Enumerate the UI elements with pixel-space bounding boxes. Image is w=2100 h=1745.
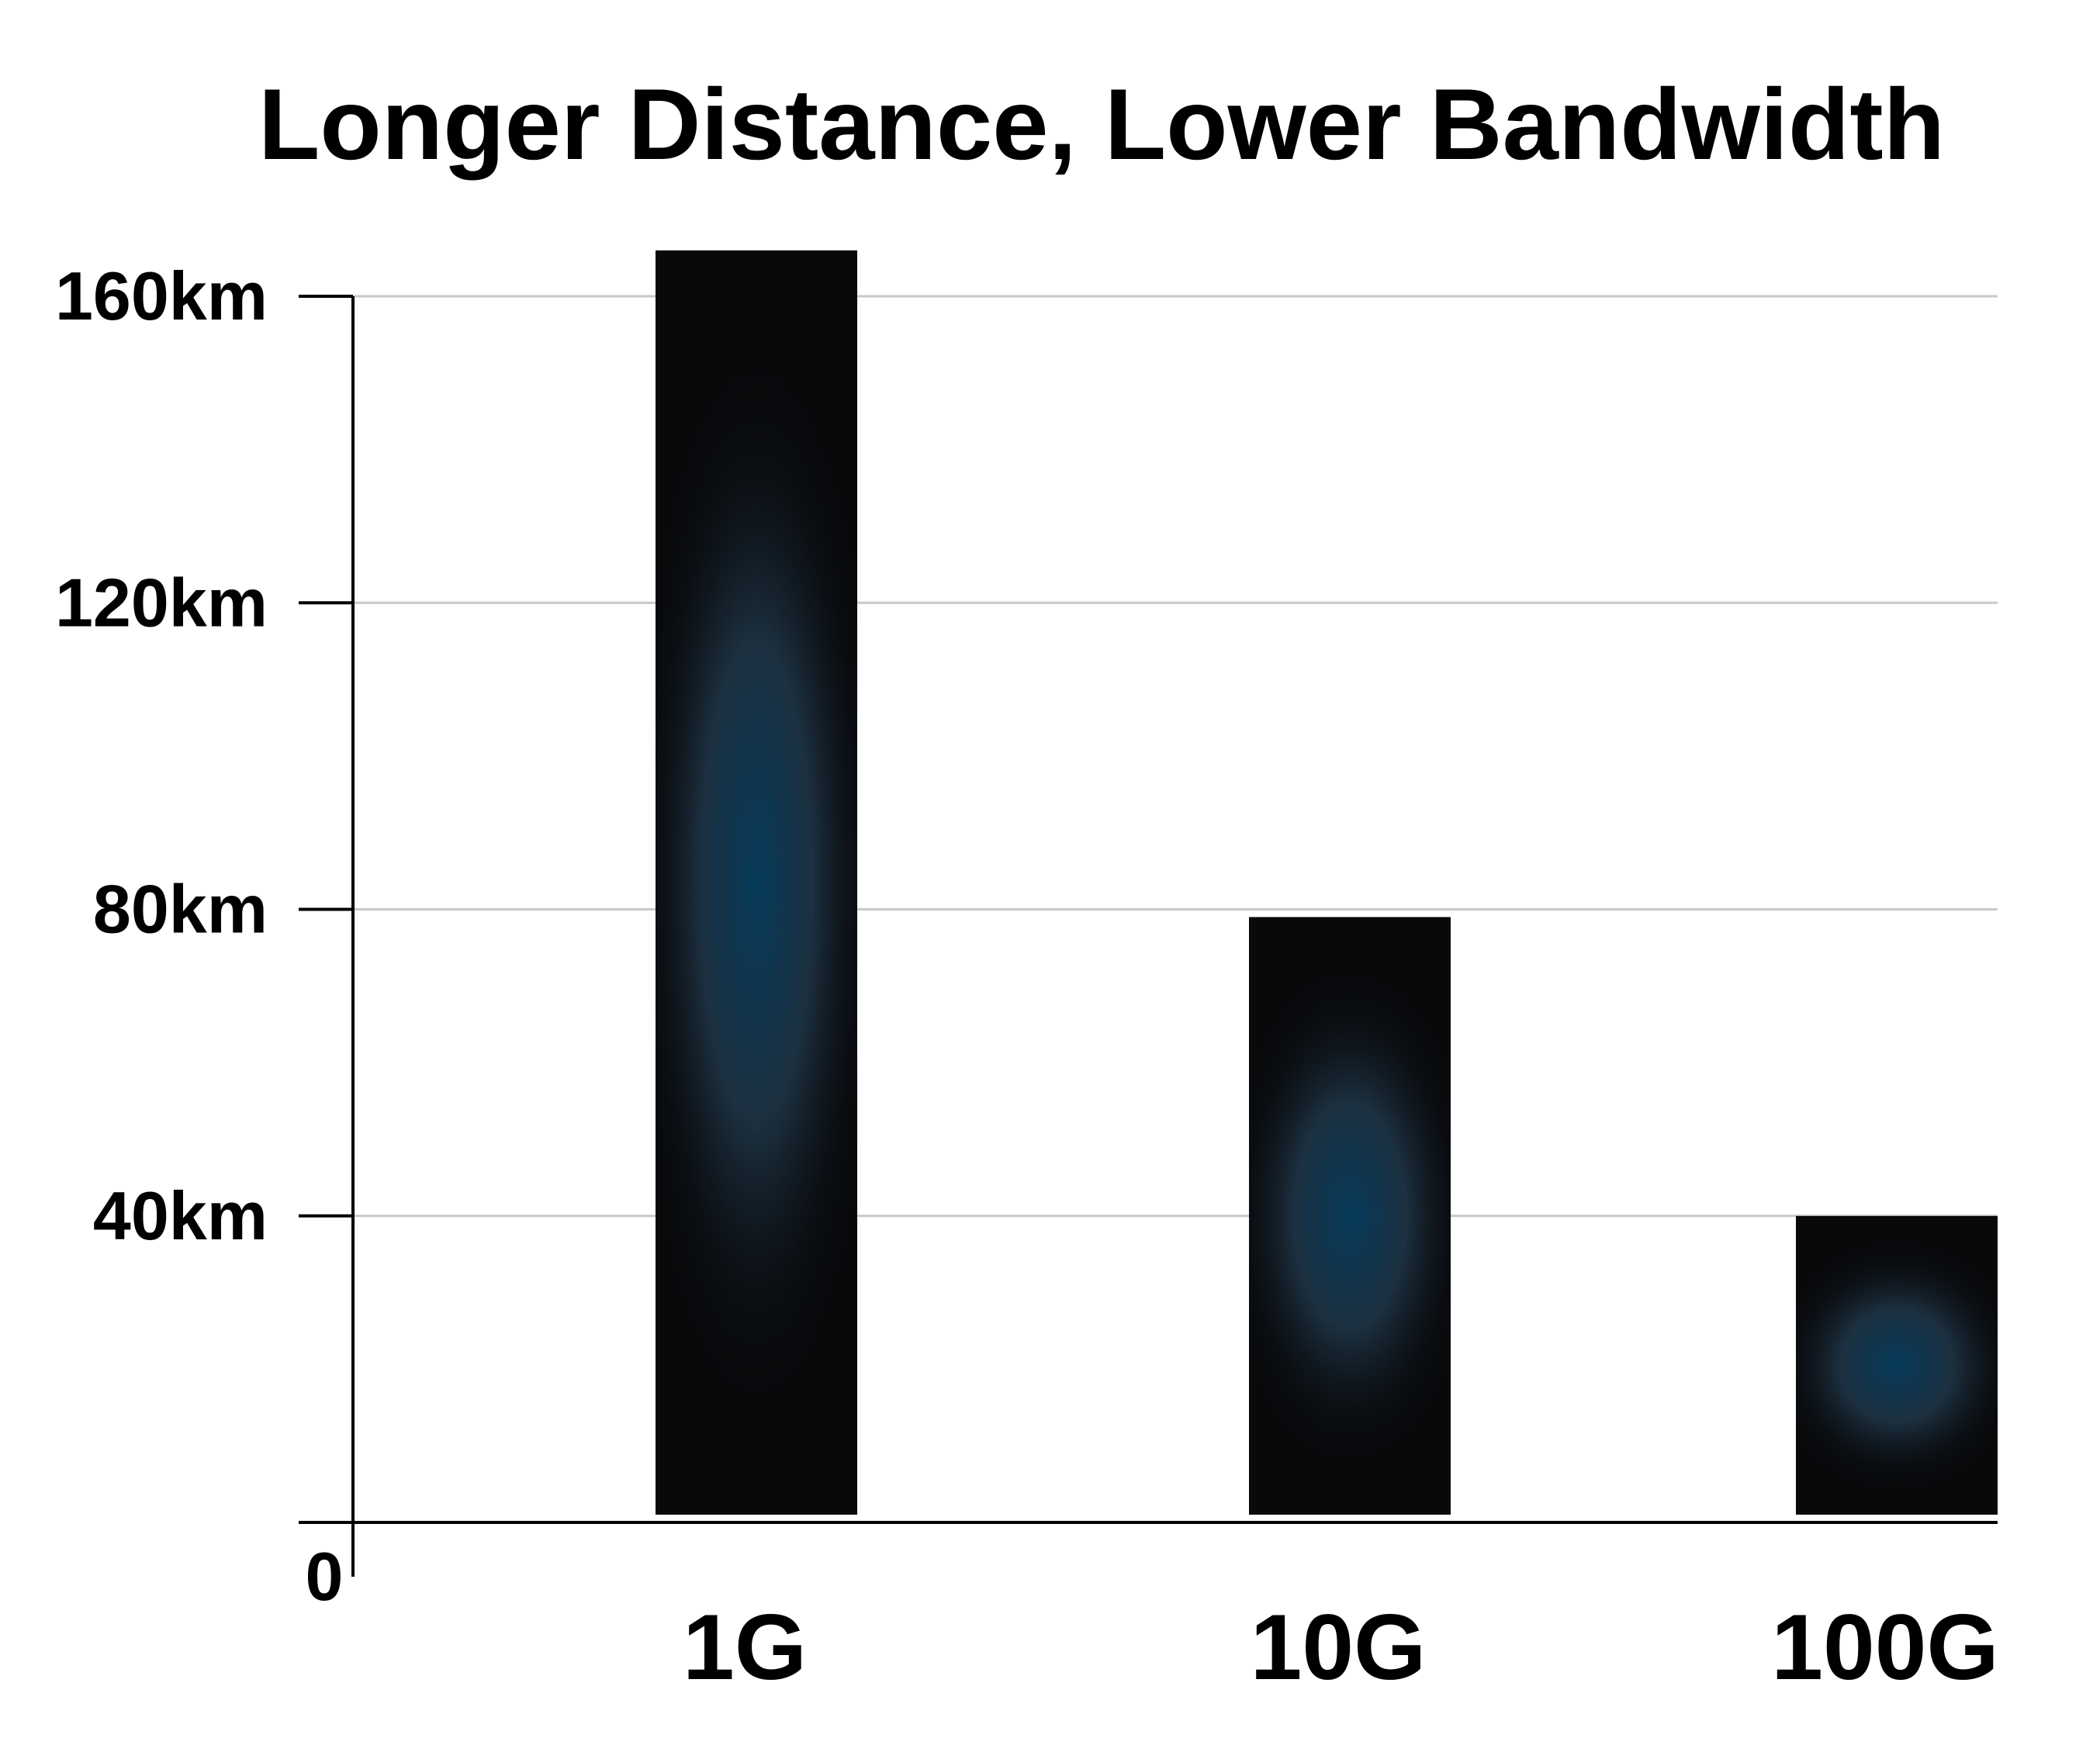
y-tick-label-160km: 160km <box>55 257 268 334</box>
x-axis-labels: 1G 10G 100G <box>683 1595 1999 1699</box>
bar-glow-1G <box>656 351 857 1414</box>
y-tick-label-40km: 40km <box>93 1177 268 1254</box>
y-tick-label-120km: 120km <box>55 564 268 641</box>
bar-10G <box>1249 917 1451 1515</box>
x-label-100G: 100G <box>1771 1595 1999 1699</box>
x-label-1G: 1G <box>683 1595 807 1699</box>
chart-title: Longer Distance, Lower Bandwidth <box>258 67 1945 181</box>
y-axis-ticks: 0 40km 80km 120km 160km <box>55 257 353 1615</box>
bars <box>656 250 1998 1515</box>
bar-glow-10G <box>1249 965 1451 1467</box>
y-tick-label-zero: 0 <box>306 1538 344 1615</box>
y-tick-label-80km: 80km <box>93 871 268 948</box>
bar-glow-100G <box>1796 1239 1998 1491</box>
x-label-10G: 10G <box>1251 1595 1427 1699</box>
gridlines <box>353 295 1998 1218</box>
bar-1G <box>656 250 857 1515</box>
axes <box>299 296 1998 1577</box>
bar-100G <box>1796 1215 1998 1515</box>
